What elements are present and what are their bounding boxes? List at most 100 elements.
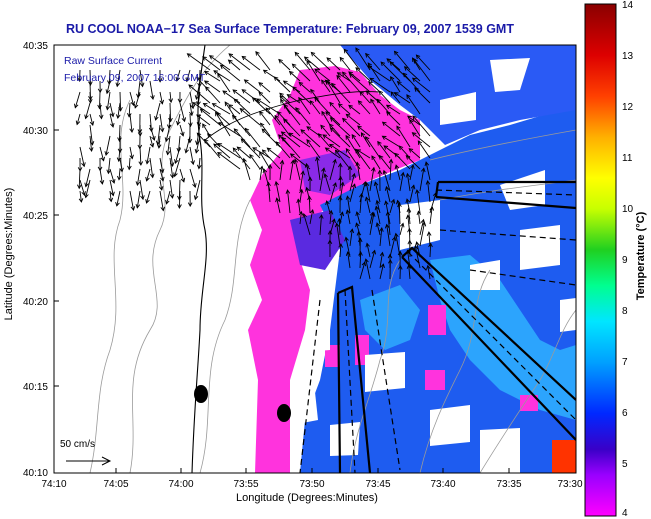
current-vector xyxy=(76,113,81,125)
current-vector-head xyxy=(399,222,405,228)
current-vector-head xyxy=(322,134,328,139)
cloud-gap xyxy=(480,428,520,473)
current-vector xyxy=(386,111,401,126)
current-vector xyxy=(204,139,221,159)
current-vector xyxy=(179,168,185,182)
current-vector xyxy=(390,76,401,93)
current-vector-head xyxy=(164,137,170,143)
current-vector xyxy=(378,90,391,104)
cloud-gap xyxy=(500,170,545,210)
current-vector xyxy=(419,168,425,192)
current-vector xyxy=(262,149,281,170)
current-vector-head xyxy=(233,128,239,133)
y-tick-label: 40:30 xyxy=(23,126,48,137)
current-vector-head xyxy=(177,98,183,104)
current-vector xyxy=(329,159,336,181)
current-vector-head xyxy=(355,67,360,72)
current-vector-head xyxy=(327,239,333,245)
current-vector xyxy=(109,190,112,202)
current-vector-head xyxy=(267,163,273,169)
radar-site-marker xyxy=(194,385,208,403)
current-vector xyxy=(79,190,82,203)
current-vector xyxy=(358,100,371,115)
current-vector-head xyxy=(355,47,360,53)
current-vector xyxy=(300,129,321,148)
current-vector xyxy=(416,189,421,214)
current-vector-head xyxy=(339,211,345,217)
colorbar-tick-label: 4 xyxy=(622,508,628,519)
current-vector xyxy=(417,211,421,225)
current-vector xyxy=(299,211,302,225)
sst-cyan-patch xyxy=(430,255,576,420)
current-vector xyxy=(89,135,93,152)
current-vector xyxy=(321,79,331,93)
current-vector xyxy=(158,135,161,148)
current-vector xyxy=(379,155,391,170)
current-vector-head xyxy=(251,97,257,102)
current-vector-head xyxy=(274,180,279,186)
current-vector xyxy=(366,243,371,258)
current-vector xyxy=(139,146,142,166)
current-vector xyxy=(213,143,231,159)
current-vector xyxy=(275,141,291,159)
current-vector-head xyxy=(393,50,399,56)
cloud-gap xyxy=(470,260,500,290)
current-vector xyxy=(178,190,181,209)
current-vector xyxy=(382,121,401,137)
cloud-gap xyxy=(430,405,470,446)
current-vector xyxy=(119,157,123,172)
current-vector-head xyxy=(279,159,285,165)
current-vector xyxy=(146,168,151,182)
current-vector-head xyxy=(402,72,408,78)
current-vector-head xyxy=(228,53,234,58)
current-vector-head xyxy=(190,160,195,166)
current-vector-head xyxy=(310,88,315,94)
current-vector-head xyxy=(243,79,249,84)
current-vector-head xyxy=(326,80,331,85)
current-vector xyxy=(413,59,431,82)
current-vector-head xyxy=(192,102,198,107)
current-vector-head xyxy=(140,195,145,201)
current-vector-head xyxy=(165,150,171,156)
current-vector xyxy=(326,57,341,71)
current-vector xyxy=(106,91,111,110)
current-vector-head xyxy=(380,61,386,67)
current-vector-head xyxy=(130,101,136,107)
current-vector xyxy=(232,147,251,170)
current-vector xyxy=(159,157,164,173)
current-vector-head xyxy=(328,209,334,215)
current-vector xyxy=(429,192,437,214)
x-tick-label: 74:05 xyxy=(103,479,128,490)
current-vector-head xyxy=(203,80,209,85)
current-vector xyxy=(177,113,181,125)
current-vector-head xyxy=(388,258,393,264)
current-vector-head xyxy=(110,112,115,118)
current-vector xyxy=(406,173,411,192)
current-vector xyxy=(205,86,221,104)
current-vector xyxy=(204,71,221,82)
current-vector xyxy=(216,112,231,126)
current-vector-head xyxy=(259,165,264,171)
current-vector-head xyxy=(145,159,150,165)
current-vector xyxy=(159,91,163,104)
current-vector xyxy=(79,146,85,167)
current-vector xyxy=(406,94,421,115)
current-vector-head xyxy=(215,111,220,117)
current-vector xyxy=(118,168,121,180)
current-vector-head xyxy=(329,117,335,122)
current-vector xyxy=(118,146,121,162)
current-vector xyxy=(281,131,301,148)
x-tick-label: 74:10 xyxy=(41,479,66,490)
current-vector-head xyxy=(341,71,347,77)
current-vector-head xyxy=(410,184,416,190)
current-vector-head xyxy=(324,147,330,152)
current-vector-head xyxy=(379,251,385,257)
current-vector-head xyxy=(386,111,391,116)
current-vector-head xyxy=(177,204,182,209)
current-vector xyxy=(279,160,283,181)
current-vector xyxy=(279,92,291,104)
current-vector xyxy=(346,210,351,225)
current-vector xyxy=(425,162,431,181)
current-vector-head xyxy=(224,101,229,107)
